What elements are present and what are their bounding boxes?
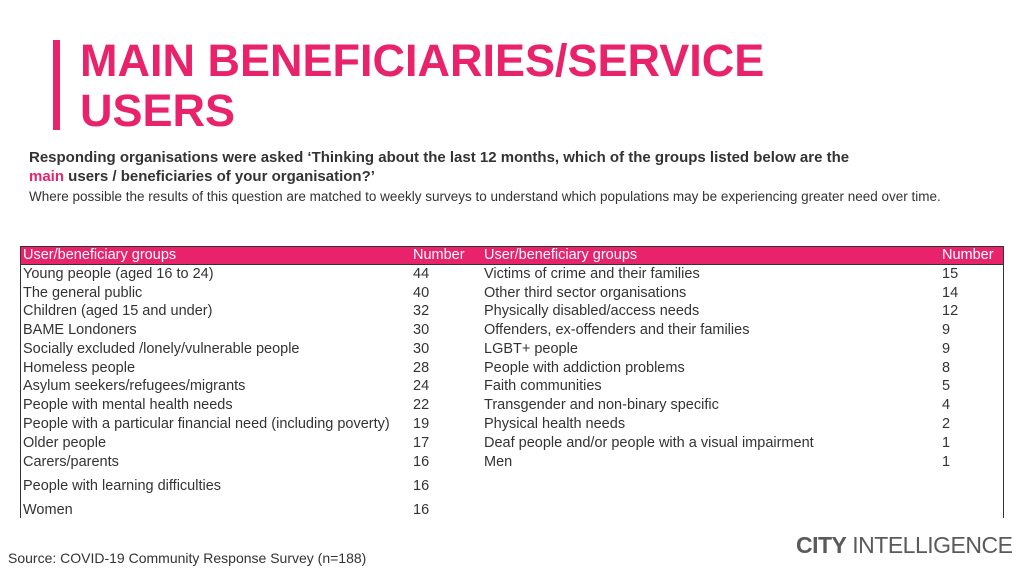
header-group-left: User/beneficiary groups xyxy=(23,247,177,263)
table-cell-group: Homeless people xyxy=(23,360,136,376)
table-cell-group: Asylum seekers/refugees/migrants xyxy=(23,378,246,394)
header-group-right: User/beneficiary groups xyxy=(484,247,638,263)
table-header: User/beneficiary groups Number User/bene… xyxy=(21,246,1003,265)
table-cell-number: 8 xyxy=(942,360,951,376)
table-cell-group: LGBT+ people xyxy=(484,341,578,357)
table-cell-group: Physical health needs xyxy=(484,416,626,432)
table-cell-group: The general public xyxy=(23,285,143,301)
title-line-1: MAIN BENEFICIARIES/SERVICE xyxy=(80,35,765,86)
table-cell-number: 30 xyxy=(413,341,430,357)
table-cell-number: 19 xyxy=(413,416,430,432)
table-cell-number: 1 xyxy=(942,435,951,451)
title-accent-bar xyxy=(53,40,60,130)
table-cell-group: Women xyxy=(23,502,73,518)
explanatory-note: Where possible the results of this quest… xyxy=(29,189,941,204)
table-cell-group: BAME Londoners xyxy=(23,322,137,338)
table-cell-number: 28 xyxy=(413,360,430,376)
beneficiaries-table: User/beneficiary groups Number User/bene… xyxy=(20,246,1004,518)
header-number-left: Number xyxy=(413,247,465,263)
table-cell-group: Men xyxy=(484,454,513,470)
table-cell-group: People with learning difficulties xyxy=(23,478,222,494)
city-intelligence-logo: CITY INTELLIGENCE xyxy=(796,532,1013,559)
table-cell-group: Physically disabled/access needs xyxy=(484,303,700,319)
table-cell-group: Carers/parents xyxy=(23,454,119,470)
table-cell-group: People with a particular financial need … xyxy=(23,416,390,432)
table-cell-group: Older people xyxy=(23,435,107,451)
logo-bold: CITY xyxy=(796,532,847,558)
table-cell-group: Socially excluded /lonely/vulnerable peo… xyxy=(23,341,300,357)
table-cell-number: 30 xyxy=(413,322,430,338)
table-cell-number: 17 xyxy=(413,435,430,451)
table-cell-number: 40 xyxy=(413,285,430,301)
table-cell-group: Children (aged 15 and under) xyxy=(23,303,213,319)
question-part-2: users / beneficiaries of your organisati… xyxy=(64,168,375,185)
question-highlight: main xyxy=(29,168,65,185)
table-cell-number: 15 xyxy=(942,266,959,282)
table-cell-number: 12 xyxy=(942,303,959,319)
table-cell-group: Young people (aged 16 to 24) xyxy=(23,266,214,282)
table-cell-group: Transgender and non-binary specific xyxy=(484,397,719,413)
table-cell-group: People with addiction problems xyxy=(484,360,685,376)
table-cell-number: 16 xyxy=(413,502,430,518)
table-cell-group: Victims of crime and their families xyxy=(484,266,700,282)
table-cell-number: 9 xyxy=(942,341,951,357)
survey-question: Responding organisations were asked ‘Thi… xyxy=(29,148,989,186)
table-cell-number: 4 xyxy=(942,397,951,413)
table-cell-number: 2 xyxy=(942,416,951,432)
table-cell-number: 16 xyxy=(413,478,430,494)
table-cell-number: 44 xyxy=(413,266,430,282)
table-cell-group: Deaf people and/or people with a visual … xyxy=(484,435,814,451)
logo-light: INTELLIGENCE xyxy=(846,532,1013,558)
page-title: MAIN BENEFICIARIES/SERVICE USERS xyxy=(80,36,764,136)
header-number-right: Number xyxy=(942,247,994,263)
table-cell-group: People with mental health needs xyxy=(23,397,233,413)
table-cell-group: Faith communities xyxy=(484,378,602,394)
table-cell-number: 22 xyxy=(413,397,430,413)
source-note: Source: COVID-19 Community Response Surv… xyxy=(8,550,367,566)
table-cell-number: 32 xyxy=(413,303,430,319)
table-cell-number: 1 xyxy=(942,454,951,470)
table-cell-number: 14 xyxy=(942,285,959,301)
table-cell-number: 5 xyxy=(942,378,951,394)
table-cell-group: Offenders, ex-offenders and their famili… xyxy=(484,322,750,338)
table-cell-number: 24 xyxy=(413,378,430,394)
table-cell-group: Other third sector organisations xyxy=(484,285,687,301)
table-cell-number: 9 xyxy=(942,322,951,338)
question-part-1: Responding organisations were asked ‘Thi… xyxy=(29,149,850,166)
title-line-2: USERS xyxy=(80,85,236,136)
table-cell-number: 16 xyxy=(413,454,430,470)
